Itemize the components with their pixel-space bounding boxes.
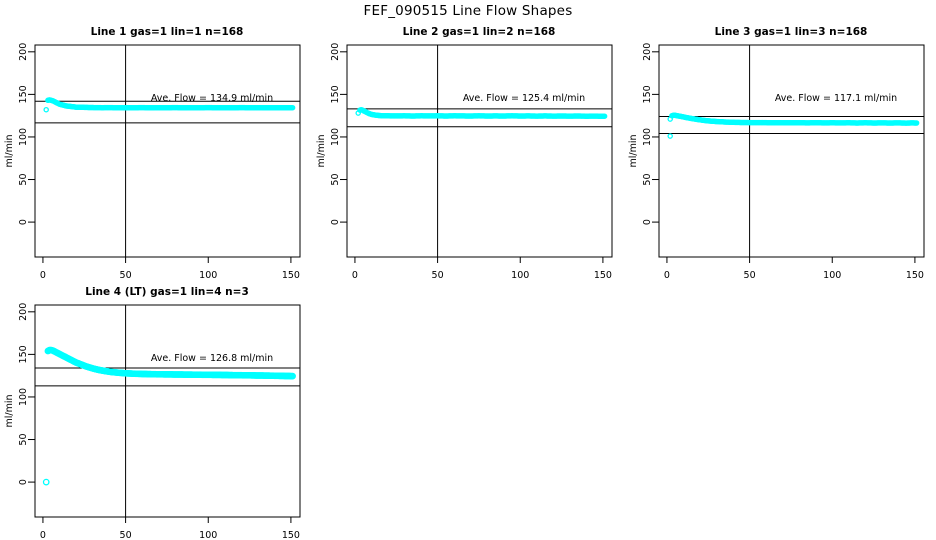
line1-chart: 0 50 100 150 0 50 100 150 200 Line 1 gas=1 lin=1… (4, 26, 301, 280)
line4-plot-area: 0 50 100 150 0 50 100 150 200 (18, 303, 301, 540)
x-tick-label: 50 (744, 270, 756, 280)
line3-chart: 0 50 100 150 0 50 100 150 200 Line 3 gas=1 lin=3… (628, 26, 925, 280)
y-axis-label: ml/min (4, 134, 15, 167)
panel-title: Line 2 gas=1 lin=2 n=168 (403, 26, 556, 38)
y-tick-label: 0 (330, 219, 341, 225)
ave-flow-annotation: Ave. Flow = 125.4 ml/min (463, 93, 585, 104)
panel-title: Line 1 gas=1 lin=1 n=168 (91, 26, 244, 38)
y-tick-label: 150 (330, 85, 341, 103)
x-tick-label: 100 (823, 270, 841, 280)
y-tick-label: 200 (18, 303, 29, 321)
x-tick-label: 0 (40, 270, 46, 280)
panel-line4: 0 50 100 150 0 50 100 150 200 Line 4 (LT) gas=1 … (0, 280, 312, 540)
x-tick-label: 100 (199, 270, 217, 280)
ave-flow-annotation: Ave. Flow = 126.8 ml/min (151, 353, 273, 364)
x-tick-label: 100 (511, 270, 529, 280)
ave-flow-annotation: Ave. Flow = 117.1 ml/min (775, 93, 897, 104)
y-axis-label: ml/min (316, 134, 327, 167)
figure-title: FEF_090515 Line Flow Shapes (363, 3, 573, 19)
line3-plot-area: 0 50 100 150 0 50 100 150 200 (642, 43, 925, 280)
y-tick-label: 50 (330, 173, 341, 185)
ave-flow-annotation: Ave. Flow = 134.9 ml/min (151, 93, 273, 104)
line2-plot-area: 0 50 100 150 0 50 100 150 200 (330, 43, 613, 280)
x-tick-label: 50 (120, 530, 132, 540)
y-tick-label: 0 (642, 219, 653, 225)
panel-line3: 0 50 100 150 0 50 100 150 200 Line 3 gas=1 lin=3… (624, 20, 936, 280)
y-tick-label: 50 (642, 173, 653, 185)
line2-chart: 0 50 100 150 0 50 100 150 200 Line 2 gas=1 lin=2… (316, 26, 613, 280)
x-tick-label: 50 (120, 270, 132, 280)
panel-line1: 0 50 100 150 0 50 100 150 200 Line 1 gas=1 lin=1… (0, 20, 312, 280)
y-tick-label: 0 (18, 479, 29, 485)
x-tick-label: 0 (40, 530, 46, 540)
y-tick-label: 200 (18, 43, 29, 61)
x-tick-label: 150 (594, 270, 612, 280)
x-tick-label: 150 (906, 270, 924, 280)
panel-title: Line 4 (LT) gas=1 lin=4 n=3 (85, 286, 249, 298)
y-tick-label: 100 (330, 128, 341, 146)
y-tick-label: 50 (18, 173, 29, 185)
y-tick-label: 50 (18, 433, 29, 445)
y-tick-label: 150 (18, 85, 29, 103)
y-tick-label: 200 (330, 43, 341, 61)
panel-line2: 0 50 100 150 0 50 100 150 200 Line 2 gas=1 lin=2… (312, 20, 624, 280)
y-tick-label: 150 (642, 85, 653, 103)
x-tick-label: 150 (282, 270, 300, 280)
y-axis-label: ml/min (4, 394, 15, 427)
y-tick-label: 200 (642, 43, 653, 61)
x-tick-label: 50 (432, 270, 444, 280)
panel-title: Line 3 gas=1 lin=3 n=168 (715, 26, 868, 38)
x-tick-label: 100 (199, 530, 217, 540)
line1-plot-area: 0 50 100 150 0 50 100 150 200 (18, 43, 301, 280)
y-tick-label: 100 (18, 388, 29, 406)
x-tick-label: 0 (352, 270, 358, 280)
x-tick-label: 150 (282, 530, 300, 540)
y-axis-label: ml/min (628, 134, 639, 167)
line4-chart: 0 50 100 150 0 50 100 150 200 Line 4 (LT) gas=1 … (4, 286, 301, 540)
y-tick-label: 0 (18, 219, 29, 225)
y-tick-label: 150 (18, 345, 29, 363)
x-tick-label: 0 (664, 270, 670, 280)
y-tick-label: 100 (18, 128, 29, 146)
y-tick-label: 100 (642, 128, 653, 146)
